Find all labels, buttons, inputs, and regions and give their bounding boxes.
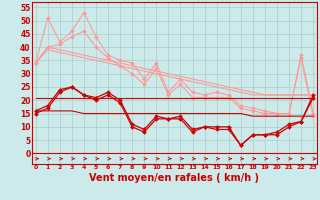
X-axis label: Vent moyen/en rafales ( km/h ): Vent moyen/en rafales ( km/h ) <box>89 173 260 183</box>
